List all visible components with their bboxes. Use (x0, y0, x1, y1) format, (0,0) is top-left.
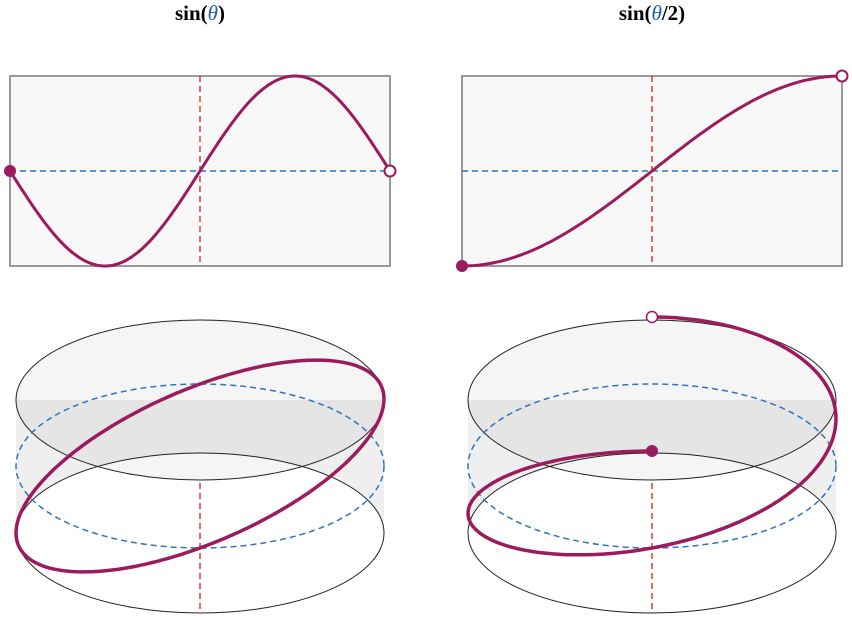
end-point (383, 164, 397, 178)
end-point (835, 69, 849, 83)
title-function: sin( (175, 1, 208, 25)
curve (466, 315, 838, 557)
title-close: ) (218, 1, 225, 25)
title-variable: θ (652, 1, 662, 25)
title-function: sin( (619, 1, 652, 25)
curve (14, 358, 386, 574)
panel-title: sin(θ/2) (619, 1, 685, 25)
start-point (456, 260, 468, 272)
zero-ring (467, 383, 837, 549)
curve (8, 74, 392, 268)
illustrations (4, 69, 849, 614)
end-point (645, 310, 659, 324)
curve (462, 74, 842, 268)
start-point (646, 445, 658, 457)
title-variable: θ (208, 1, 218, 25)
start-point (4, 165, 16, 177)
title-close: /2) (661, 1, 685, 25)
panel-title: sin(θ) (175, 1, 225, 25)
zero-ring (15, 383, 385, 549)
